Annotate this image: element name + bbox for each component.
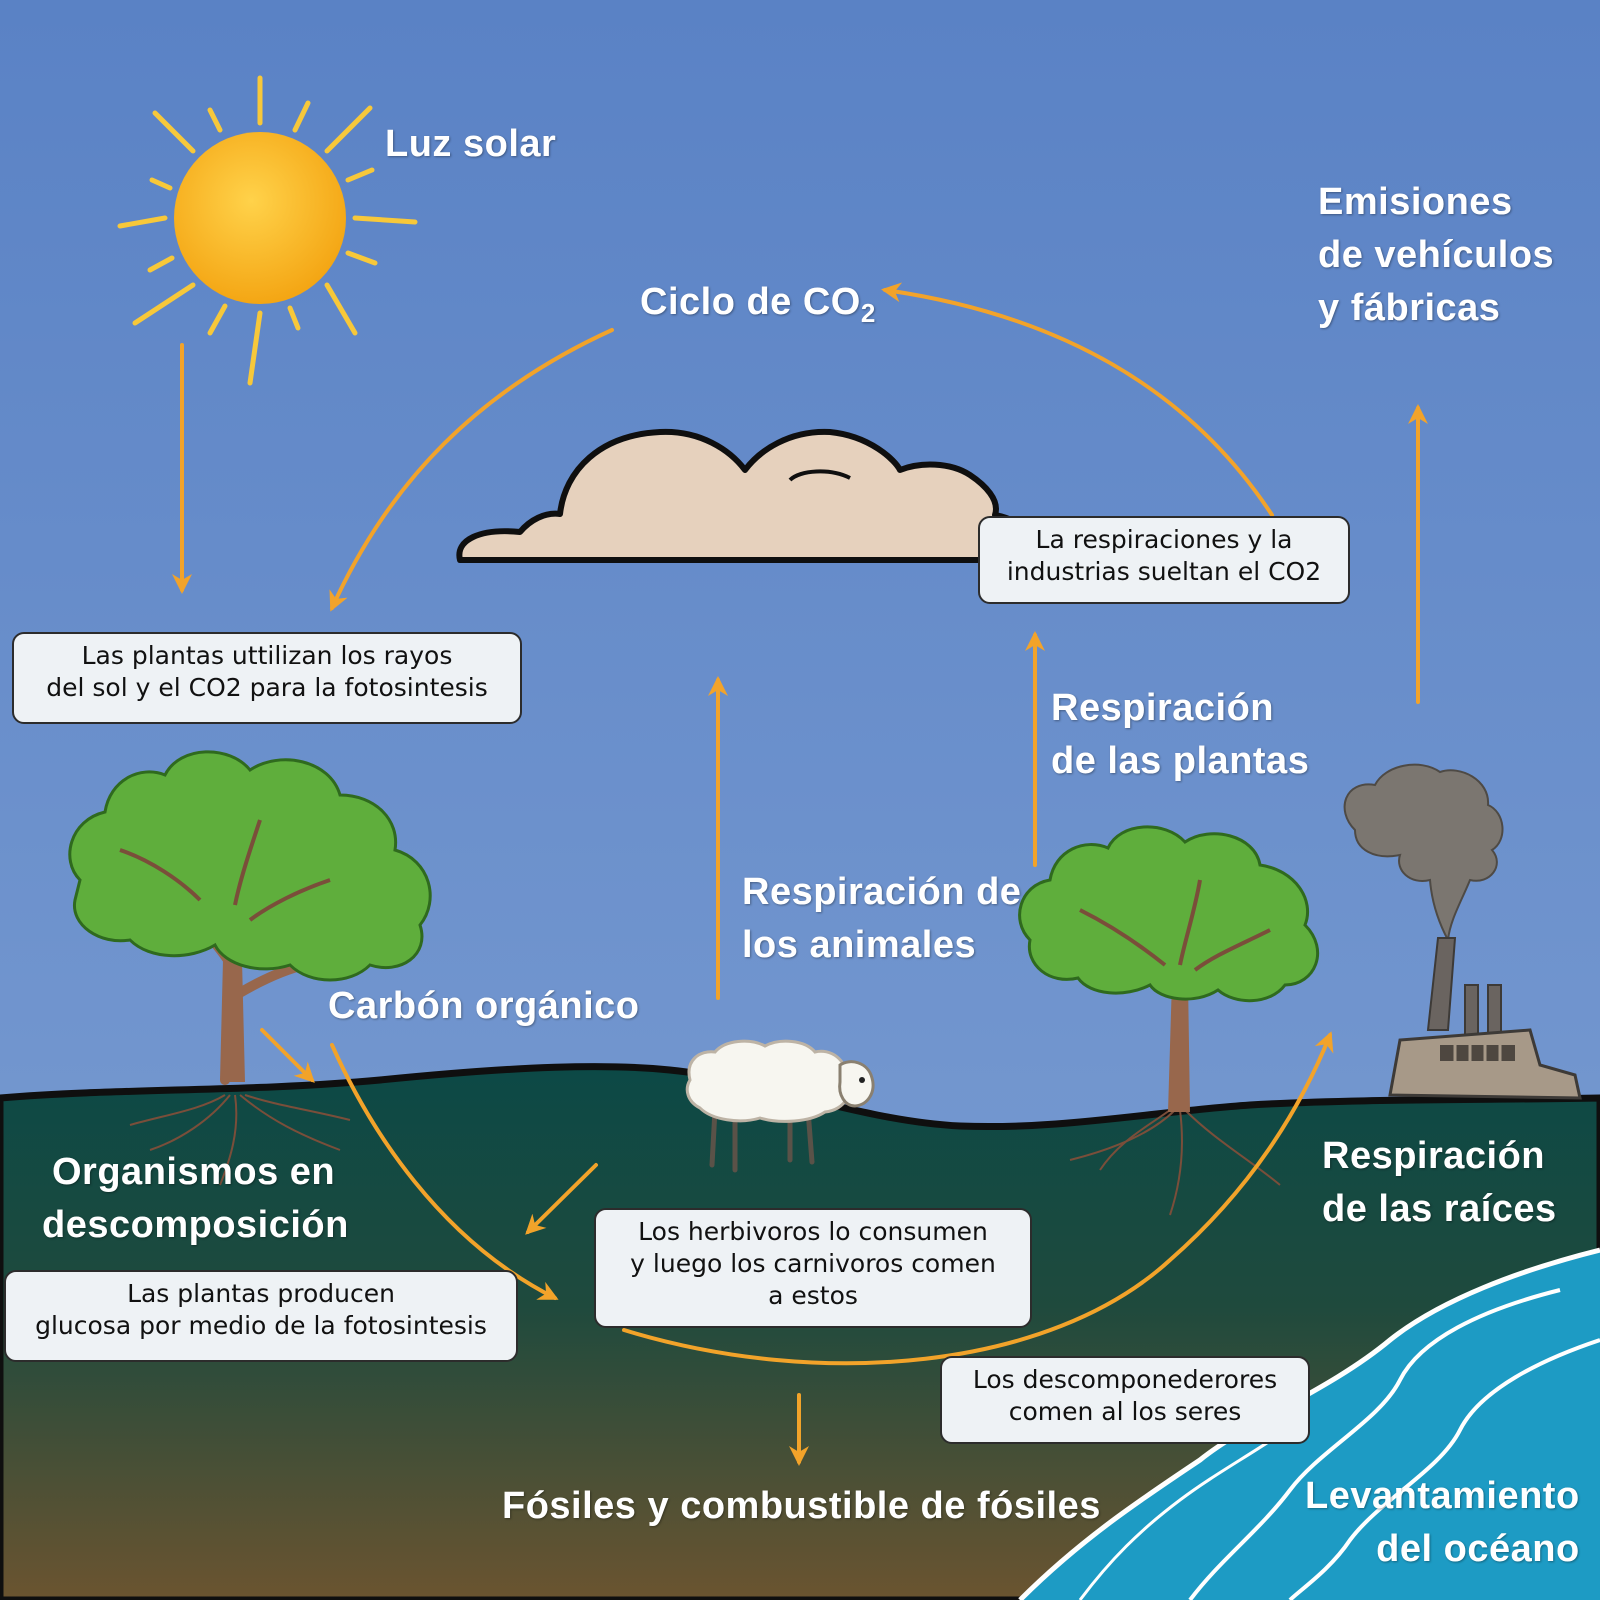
respiration-release-line-1: La respiraciones y la: [1035, 525, 1293, 554]
herbivores-box: Los herbivoros lo consumen y luego los c…: [594, 1208, 1032, 1328]
co2-subscript: 2: [860, 298, 876, 328]
co2-cycle-label: Ciclo de CO2: [640, 276, 876, 332]
plant-respiration-line-2: de las plantas: [1051, 740, 1310, 782]
root-respiration-arrow: [622, 1031, 1334, 1366]
plant-respiration-line-1: Respiración: [1051, 687, 1275, 729]
release-to-co2-arrow: [881, 282, 1274, 517]
tree-to-ground-arrow: [260, 1028, 315, 1083]
root-respiration-line-1: Respiración: [1322, 1135, 1546, 1177]
factory-icon: [1343, 763, 1582, 1100]
ocean-uplift-line-1: Levantamiento: [1305, 1475, 1580, 1517]
tree-icon: [68, 750, 432, 1186]
glucose-production-box: Las plantas producen glucosa por medio d…: [4, 1270, 518, 1362]
co2-cycle-text: Ciclo de CO: [640, 281, 861, 323]
decomposers-box: Los descomponederores comen al los seres: [940, 1356, 1310, 1444]
decomposing-organisms-label: Organismos en descomposición: [42, 1146, 349, 1252]
ocean-uplift-label: Levantamiento del océano: [1305, 1470, 1580, 1576]
emissions-line-3: y fábricas: [1318, 287, 1501, 329]
decomposers-line-2: comen al los seres: [1008, 1397, 1242, 1426]
cloud-icon: [456, 428, 1033, 563]
ocean-icon: [1018, 1247, 1600, 1600]
plant-respiration-label: Respiración de las plantas: [1051, 682, 1309, 788]
respiration-release-line-2: industrias sueltan el CO2: [1006, 557, 1322, 586]
fossils-label: Fósiles y combustible de fósiles: [502, 1485, 1101, 1527]
glucose-production-line-2: glucosa por medio de la fotosintesis: [35, 1311, 487, 1340]
organic-carbon-label: Carbón orgánico: [328, 985, 640, 1027]
decomposing-organisms-line-2: descomposición: [42, 1204, 349, 1246]
root-respiration-line-2: de las raíces: [1322, 1188, 1557, 1230]
photosynthesis-use-box: Las plantas uttilizan los rayos del sol …: [12, 632, 522, 724]
photosynthesis-use-line-1: Las plantas uttilizan los rayos: [81, 641, 453, 670]
sun-icon: [117, 75, 418, 386]
sunlight-label: Luz solar: [385, 123, 557, 165]
ocean-uplift-line-2: del océano: [1376, 1528, 1580, 1570]
animal-respiration-line-1: Respiración de: [742, 871, 1022, 913]
emissions-label: Emisiones de vehículos y fábricas: [1318, 176, 1554, 335]
emissions-line-1: Emisiones: [1318, 181, 1513, 223]
decomposers-line-1: Los descomponederores: [972, 1365, 1278, 1394]
co2-to-plants-arrow: [329, 328, 614, 612]
animal-respiration-line-2: los animales: [742, 924, 977, 966]
sheep-to-ground-arrow: [525, 1163, 598, 1235]
herbivores-line-1: Los herbivoros lo consumen: [638, 1217, 988, 1246]
herbivores-line-2: y luego los carnivoros comen: [630, 1249, 996, 1278]
respiration-release-box: La respiraciones y la industrias sueltan…: [978, 516, 1350, 604]
decomposing-organisms-line-1: Organismos en: [52, 1151, 336, 1193]
emissions-line-2: de vehículos: [1318, 234, 1555, 276]
herbivores-line-3: a estos: [768, 1281, 858, 1310]
root-respiration-label: Respiración de las raíces: [1322, 1130, 1557, 1236]
sheep-icon: [685, 1039, 875, 1173]
photosynthesis-use-line-2: del sol y el CO2 para la fotosintesis: [46, 673, 488, 702]
animal-respiration-label: Respiración de los animales: [742, 866, 1021, 972]
glucose-production-line-1: Las plantas producen: [127, 1279, 395, 1308]
tree-icon: [1018, 825, 1320, 1216]
